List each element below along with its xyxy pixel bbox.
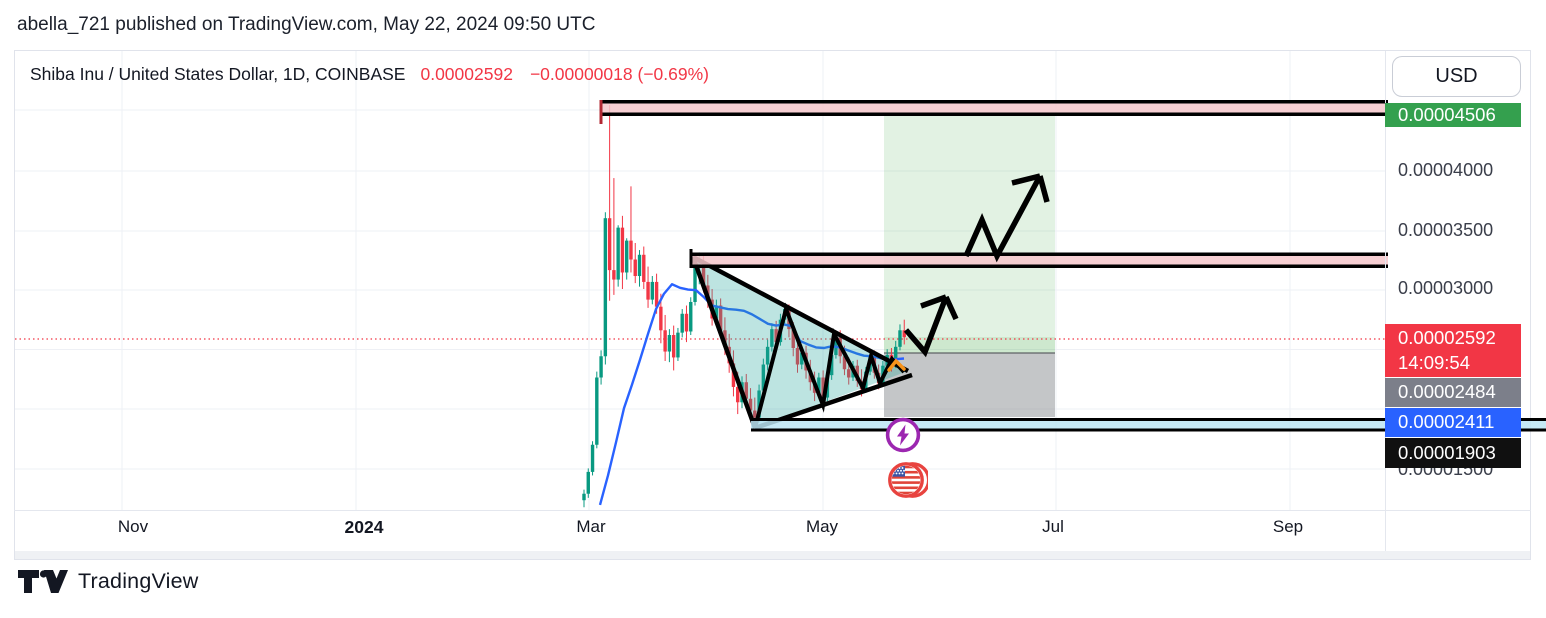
tradingview-logo-icon (18, 570, 68, 593)
us-flag-icon (884, 458, 931, 507)
time-axis-label-nov: Nov (117, 517, 149, 536)
last-price-text: 0.00002592 (420, 64, 513, 84)
time-axis-label-may: May (805, 517, 839, 536)
price-tag-last: 0.00002592 14:09:54 (1385, 324, 1521, 377)
price-axis-label: 0.00004000 (1398, 160, 1494, 180)
time-axis-label-mar: Mar (576, 517, 606, 536)
time-axis-label-sep: Sep (1272, 517, 1304, 536)
tradingview-footer[interactable]: TradingView (18, 568, 199, 594)
symbol-title: Shiba Inu / United States Dollar, 1D, CO… (30, 64, 406, 84)
price-tag-stop: 0.00001903 (1385, 438, 1521, 468)
symbol-title-row: Shiba Inu / United States Dollar, 1D, CO… (30, 64, 709, 85)
tradingview-brand-text: TradingView (78, 568, 199, 593)
price-tag-entry: 0.00002484 (1385, 378, 1521, 407)
price-axis-label: 0.00003000 (1398, 278, 1494, 298)
price-pane-divider (1385, 51, 1386, 551)
chart-widget (14, 50, 1531, 560)
time-axis-divider (14, 510, 1531, 511)
time-axis-label-2024: 2024 (344, 517, 384, 537)
currency-toggle-button[interactable]: USD (1392, 56, 1521, 97)
time-axis-label-jul: Jul (1042, 517, 1064, 536)
lightning-icon (884, 416, 922, 459)
attribution-text: abella_721 published on TradingView.com,… (17, 14, 596, 35)
price-axis-label: 0.00003500 (1398, 220, 1494, 240)
price-tag-ma: 0.00002411 (1385, 408, 1521, 437)
price-tag-target: 0.00004506 (1385, 103, 1521, 127)
price-change-text: −0.00000018 (−0.69%) (529, 64, 709, 84)
widget-bottom-strip (15, 551, 1530, 559)
